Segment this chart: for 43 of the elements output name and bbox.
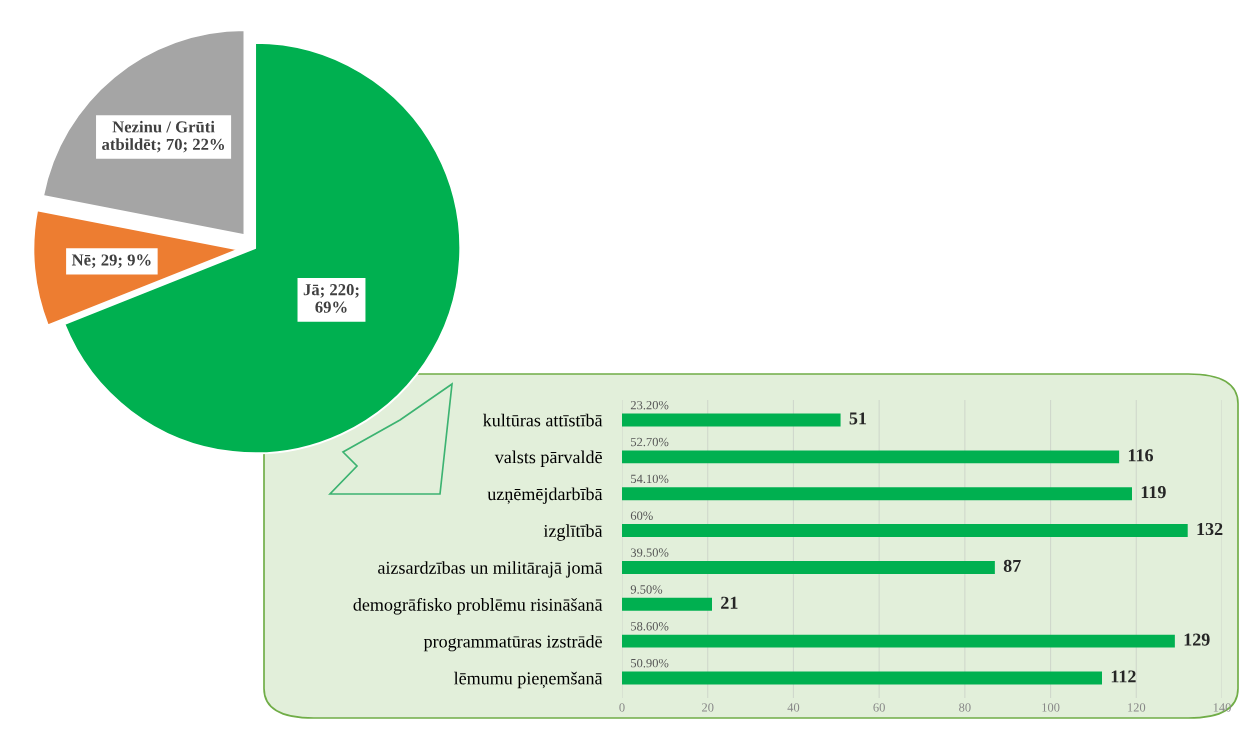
- bar: [622, 450, 1120, 464]
- bar: [622, 634, 1175, 648]
- annotation: 39.50%: [630, 548, 669, 557]
- annotation: 23.20%: [630, 400, 669, 410]
- slice-label: Jā; 220; 69%: [303, 284, 359, 313]
- y-tick-label: aizsardzības un militārajā jomā: [378, 561, 603, 578]
- bar: [622, 597, 712, 611]
- annotation: 54.10%: [631, 474, 669, 484]
- y-tick-label: lēmumu pieņemšanā: [454, 671, 603, 689]
- bar: [622, 560, 995, 574]
- y-tick-label: izglītībā: [543, 524, 603, 541]
- annotation: 60%: [630, 511, 653, 520]
- slice-label: Nē; 29; 9%: [71, 254, 151, 269]
- y-tick-label: programmatūras izstrādē: [423, 634, 602, 652]
- data-label: 129: [1184, 633, 1210, 646]
- x-tick-label: 80: [959, 703, 971, 712]
- annotation: 50.90%: [631, 658, 669, 668]
- annotation: 9.50%: [630, 585, 663, 594]
- data-label: 87: [1003, 559, 1021, 572]
- y-tick-label: uzņēmējdarbībā: [487, 487, 603, 504]
- x-tick-label: 60: [873, 703, 885, 712]
- data-label: 112: [1111, 670, 1136, 683]
- x-tick-label: 120: [1128, 703, 1146, 712]
- x-tick-label: 0: [619, 703, 625, 712]
- data-label: 132: [1197, 522, 1223, 536]
- y-tick-label: kultūras attīstībā: [483, 413, 603, 427]
- x-tick-label: 100: [1042, 703, 1060, 712]
- data-label: 116: [1128, 449, 1154, 462]
- annotation: 58.60%: [631, 622, 669, 631]
- y-tick-label: valsts pārvaldē: [494, 450, 602, 467]
- x-tick-label: 140: [1213, 703, 1231, 712]
- bar: [622, 413, 841, 427]
- bar: [622, 524, 1188, 538]
- bar: [622, 487, 1132, 501]
- data-label: 51: [849, 412, 867, 425]
- x-tick-label: 20: [702, 703, 714, 712]
- x-tick-label: 40: [787, 703, 800, 712]
- data-label: 119: [1141, 486, 1166, 499]
- bar: [622, 671, 1102, 685]
- slice-label: Nezinu / Grūti atbildēt; 70; 22%: [102, 120, 225, 153]
- y-tick-label: demogrāfisko problēmu risināšanā: [353, 597, 603, 615]
- annotation: 52.70%: [631, 437, 669, 447]
- data-label: 21: [721, 596, 738, 609]
